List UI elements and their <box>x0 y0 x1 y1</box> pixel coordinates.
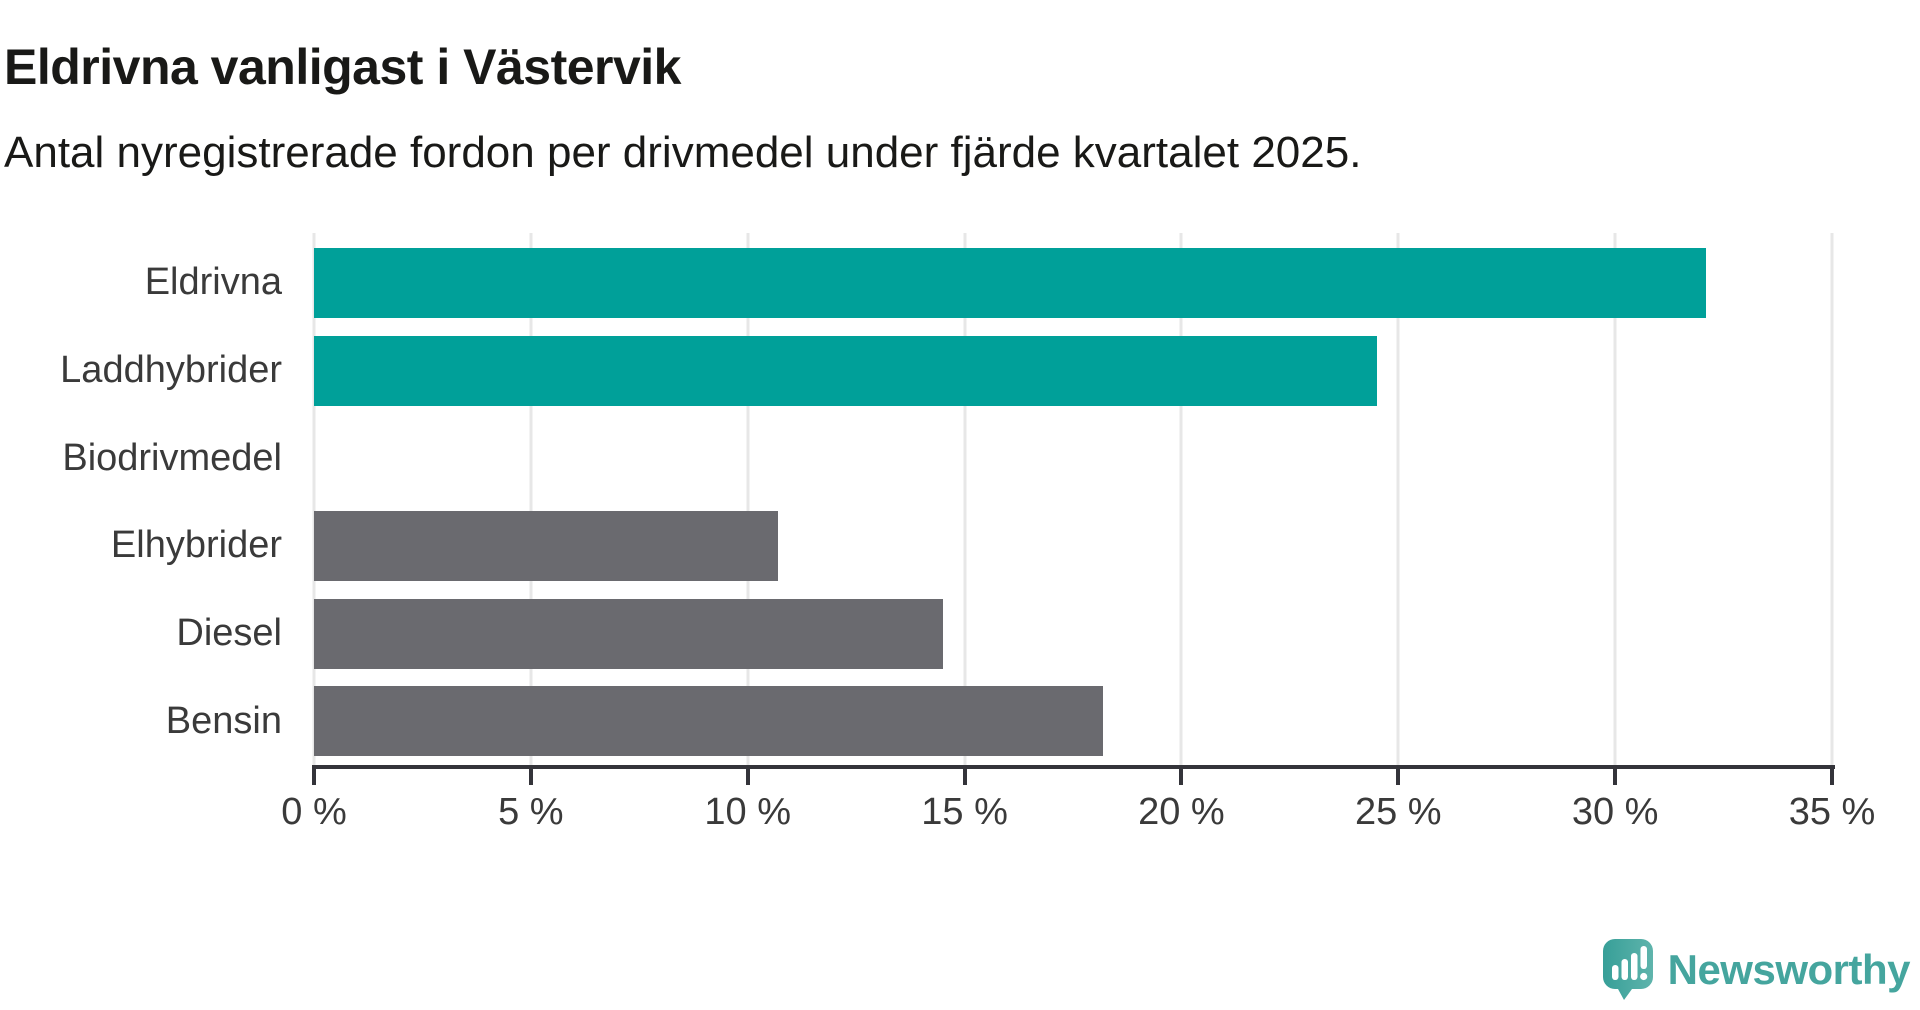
gridline <box>1613 233 1617 765</box>
x-axis-tick-label: 5 % <box>498 791 564 833</box>
bar-bensin <box>314 686 1104 757</box>
x-axis-tick <box>1179 769 1184 785</box>
x-axis-line <box>312 765 1835 769</box>
x-axis-tick-label: 25 % <box>1354 791 1442 833</box>
newsworthy-bubble-chart-icon <box>1602 938 1654 1002</box>
x-axis-tick-label: 35 % <box>1788 791 1876 833</box>
gridline <box>1179 233 1183 765</box>
x-axis-tick-label: 15 % <box>921 791 1008 833</box>
x-axis-tick <box>1396 769 1401 785</box>
category-label: Diesel <box>176 612 282 655</box>
newsworthy-logo[interactable]: Newsworthy <box>1602 938 1911 1002</box>
gridline <box>1830 233 1834 765</box>
x-axis-tick <box>962 769 967 785</box>
x-axis-tick <box>1830 769 1834 785</box>
x-axis-tick <box>528 769 533 785</box>
x-axis-tick-label: 20 % <box>1138 791 1225 833</box>
category-label: Laddhybrider <box>60 349 282 391</box>
category-axis: Eldrivna Laddhybrider Biodrivmedel Elhybrid… <box>0 239 282 765</box>
newsworthy-wordmark: Newsworthy <box>1667 946 1911 993</box>
x-axis-tick-label: 10 % <box>704 791 792 833</box>
bar-elhybrider <box>314 510 779 581</box>
category-label: Eldrivna <box>144 261 282 304</box>
x-axis-tick <box>1613 769 1618 785</box>
bar-diesel <box>314 598 943 669</box>
x-axis-tick-label: 0 % <box>281 791 347 833</box>
gridline <box>963 233 967 765</box>
x-axis-tick <box>745 769 750 785</box>
bar-chart: Eldrivna Laddhybrider Biodrivmedel Elhybrid… <box>0 233 1920 833</box>
x-axis-tick-label: 30 % <box>1571 791 1659 833</box>
plot-area: 0 % 5 % 10 % 15 % 20 % 25 % 30 % 35 % <box>281 233 1875 833</box>
category-label: Elhybrider <box>110 524 282 567</box>
page-title: Eldrivna vanligast i Västervik <box>4 38 682 95</box>
category-label: Bensin <box>165 699 282 742</box>
bar-eldrivna <box>314 247 1707 318</box>
gridline <box>746 233 750 765</box>
gridline <box>312 233 316 765</box>
gridline <box>529 233 533 765</box>
category-label: Biodrivmedel <box>62 436 282 479</box>
bar-laddhybrider <box>314 335 1377 406</box>
x-axis-tick <box>312 769 316 785</box>
gridline <box>1396 233 1400 765</box>
chart-subtitle: Antal nyregistrerade fordon per drivmede… <box>4 128 1362 177</box>
